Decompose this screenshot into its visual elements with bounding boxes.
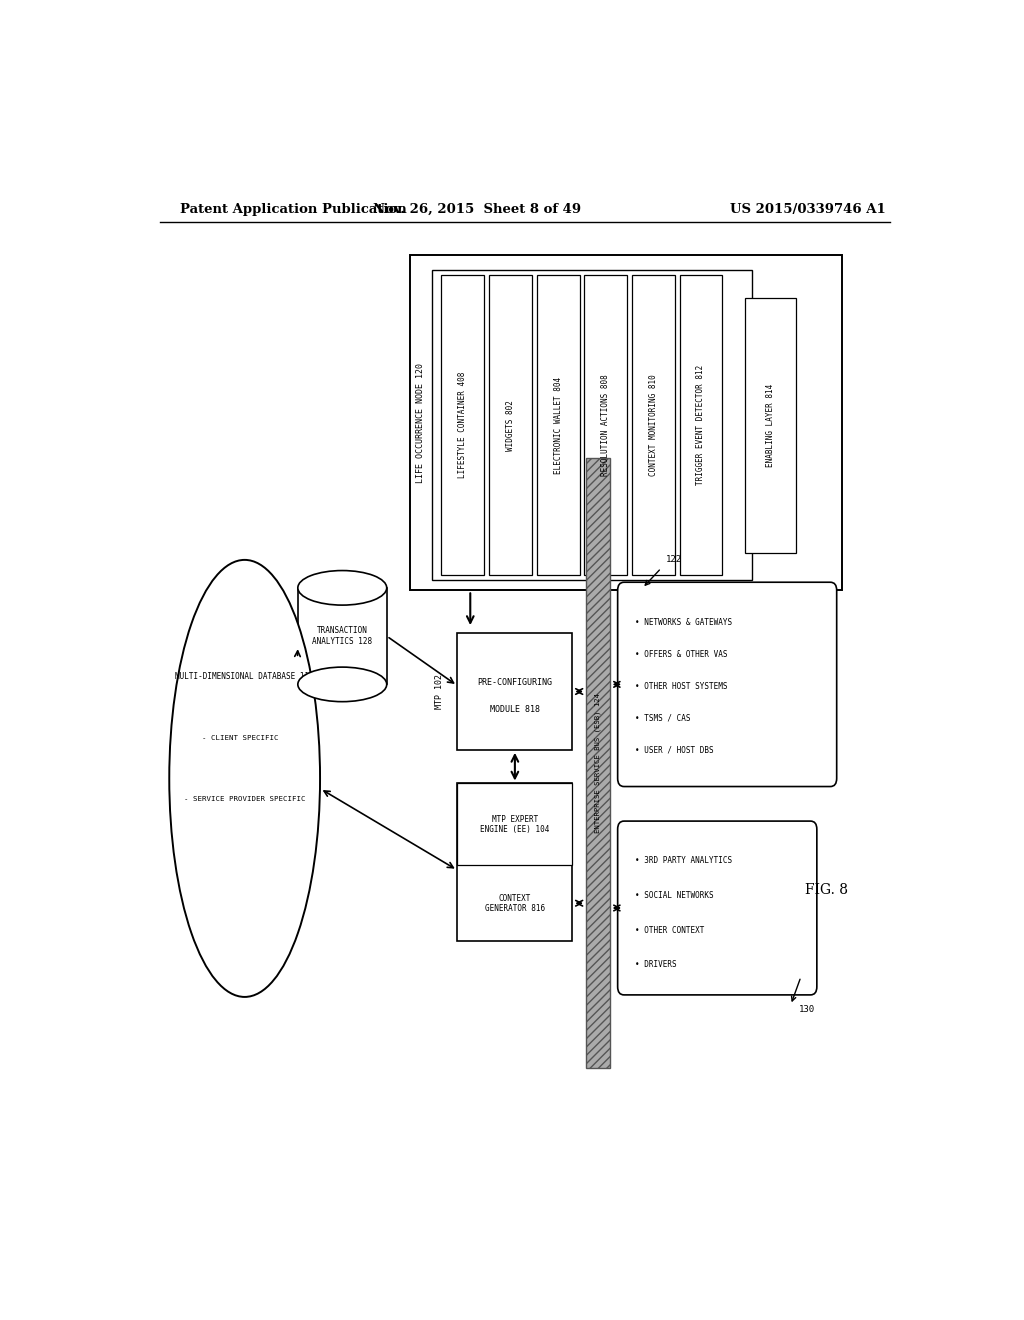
- Text: ENABLING LAYER 814: ENABLING LAYER 814: [766, 384, 775, 467]
- Text: LIFE OCCURRENCE NODE 120: LIFE OCCURRENCE NODE 120: [416, 363, 425, 483]
- Text: TRANSACTION
ANALYTICS 128: TRANSACTION ANALYTICS 128: [312, 627, 373, 645]
- Text: FIG. 8: FIG. 8: [805, 883, 848, 898]
- Text: • OTHER HOST SYSTEMS: • OTHER HOST SYSTEMS: [635, 681, 728, 690]
- FancyBboxPatch shape: [458, 784, 572, 941]
- Text: MULTI-DIMENSIONAL DATABASE 118: MULTI-DIMENSIONAL DATABASE 118: [175, 672, 314, 681]
- Text: MTP 102: MTP 102: [435, 675, 444, 709]
- FancyBboxPatch shape: [458, 634, 572, 750]
- Text: Patent Application Publication: Patent Application Publication: [179, 203, 407, 215]
- FancyBboxPatch shape: [632, 276, 675, 576]
- FancyBboxPatch shape: [744, 297, 797, 553]
- FancyBboxPatch shape: [537, 276, 580, 576]
- FancyBboxPatch shape: [680, 276, 722, 576]
- Text: • DRIVERS: • DRIVERS: [635, 960, 677, 969]
- Text: LIFESTYLE CONTAINER 408: LIFESTYLE CONTAINER 408: [459, 372, 467, 478]
- Text: WIDGETS 802: WIDGETS 802: [506, 400, 515, 450]
- Text: • 3RD PARTY ANALYTICS: • 3RD PARTY ANALYTICS: [635, 857, 732, 865]
- Text: RESOLUTION ACTIONS 808: RESOLUTION ACTIONS 808: [601, 375, 610, 477]
- FancyBboxPatch shape: [585, 276, 627, 576]
- FancyBboxPatch shape: [441, 276, 484, 576]
- Text: ENTERPRISE SERVICE BUS (ESB) 124: ENTERPRISE SERVICE BUS (ESB) 124: [595, 693, 601, 833]
- Text: • TSMS / CAS: • TSMS / CAS: [635, 714, 690, 723]
- Ellipse shape: [298, 570, 387, 605]
- Ellipse shape: [298, 667, 387, 702]
- Text: - CLIENT SPECIFIC: - CLIENT SPECIFIC: [203, 735, 279, 741]
- Text: • SOCIAL NETWORKS: • SOCIAL NETWORKS: [635, 891, 714, 900]
- Text: PRE-CONFIGURING: PRE-CONFIGURING: [477, 677, 552, 686]
- Text: • NETWORKS & GATEWAYS: • NETWORKS & GATEWAYS: [635, 618, 732, 627]
- FancyBboxPatch shape: [489, 276, 531, 576]
- Ellipse shape: [169, 560, 321, 997]
- FancyBboxPatch shape: [432, 271, 752, 581]
- Text: ELECTRONIC WALLET 804: ELECTRONIC WALLET 804: [554, 376, 562, 474]
- FancyBboxPatch shape: [458, 784, 572, 866]
- FancyBboxPatch shape: [298, 587, 387, 684]
- Text: • OTHER CONTEXT: • OTHER CONTEXT: [635, 925, 705, 935]
- Text: • OFFERS & OTHER VAS: • OFFERS & OTHER VAS: [635, 649, 728, 659]
- Text: TRIGGER EVENT DETECTOR 812: TRIGGER EVENT DETECTOR 812: [696, 366, 706, 486]
- FancyBboxPatch shape: [586, 458, 609, 1068]
- Text: 122: 122: [666, 556, 682, 565]
- FancyBboxPatch shape: [617, 821, 817, 995]
- Text: - SERVICE PROVIDER SPECIFIC: - SERVICE PROVIDER SPECIFIC: [184, 796, 305, 801]
- Text: • USER / HOST DBS: • USER / HOST DBS: [635, 746, 714, 755]
- Text: 130: 130: [799, 1005, 814, 1014]
- Text: US 2015/0339746 A1: US 2015/0339746 A1: [730, 203, 886, 215]
- Text: Nov. 26, 2015  Sheet 8 of 49: Nov. 26, 2015 Sheet 8 of 49: [373, 203, 582, 215]
- FancyBboxPatch shape: [617, 582, 837, 787]
- Text: CONTEXT MONITORING 810: CONTEXT MONITORING 810: [649, 375, 657, 477]
- Text: MODULE 818: MODULE 818: [489, 705, 540, 714]
- Text: MTP EXPERT
ENGINE (EE) 104: MTP EXPERT ENGINE (EE) 104: [480, 814, 550, 834]
- FancyBboxPatch shape: [410, 255, 842, 590]
- Text: CONTEXT
GENERATOR 816: CONTEXT GENERATOR 816: [484, 894, 545, 913]
